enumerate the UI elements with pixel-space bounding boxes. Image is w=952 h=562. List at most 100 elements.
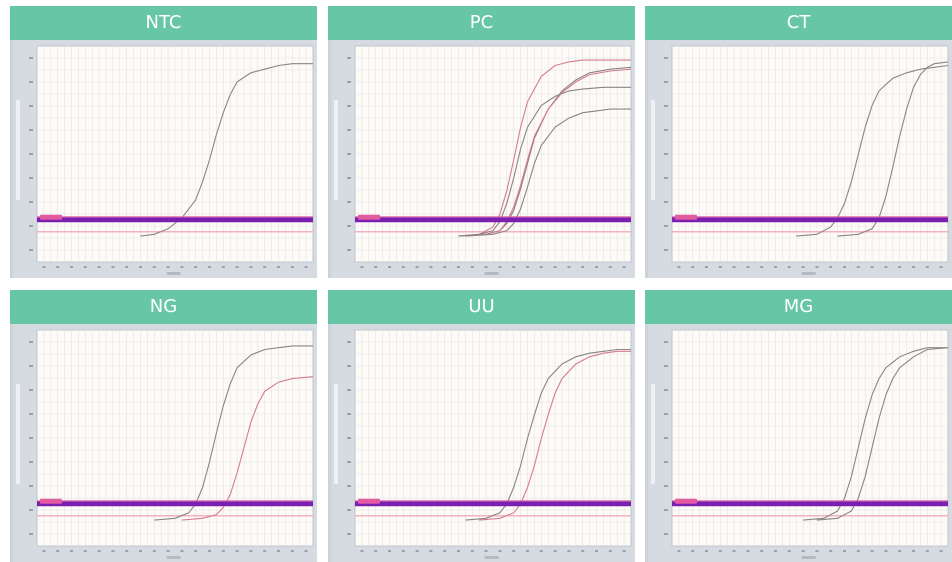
y-tick-mark <box>347 341 351 343</box>
y-tick-mark <box>29 129 33 131</box>
x-tick-mark <box>111 266 115 268</box>
y-tick-mark <box>664 153 668 155</box>
x-tick-mark <box>526 550 529 552</box>
x-tick-mark <box>290 550 294 552</box>
x-tick-mark <box>898 266 902 268</box>
y-tick-mark <box>29 153 33 155</box>
x-tick-mark <box>152 266 156 268</box>
y-tick-mark <box>29 57 33 59</box>
x-tick-mark <box>374 266 378 268</box>
y-tick-mark <box>29 177 33 179</box>
x-tick-mark <box>415 266 419 268</box>
amplification-curve <box>796 64 949 237</box>
panel-title: NTC <box>10 6 317 40</box>
x-tick-mark <box>277 550 280 552</box>
x-tick-mark <box>249 550 253 552</box>
x-tick-mark <box>125 550 129 552</box>
amplification-plot <box>648 324 952 562</box>
x-tick-mark <box>856 266 860 268</box>
x-tick-mark <box>221 266 225 268</box>
y-tick-mark <box>664 341 668 343</box>
y-scroll-handle <box>16 384 20 484</box>
x-tick-mark <box>56 550 60 552</box>
threshold-marker <box>358 498 380 504</box>
x-tick-mark <box>443 266 447 268</box>
x-tick-mark <box>388 550 391 552</box>
y-tick-mark <box>29 389 33 391</box>
y-tick-mark <box>29 341 33 343</box>
x-tick-mark <box>815 550 819 552</box>
y-tick-mark <box>347 129 351 131</box>
amplification-plot <box>331 324 635 562</box>
y-tick-mark <box>347 365 351 367</box>
y-tick-mark <box>664 129 668 131</box>
x-tick-mark <box>691 266 695 268</box>
y-tick-mark <box>664 533 668 535</box>
x-tick-mark <box>595 266 598 268</box>
y-tick-mark <box>664 105 668 107</box>
y-tick-mark <box>664 81 668 83</box>
threshold-marker <box>358 214 380 220</box>
x-tick-mark <box>304 266 308 268</box>
x-tick-mark <box>622 266 626 268</box>
y-tick-mark <box>29 201 33 203</box>
y-tick-mark <box>29 533 33 535</box>
y-tick-mark <box>664 225 668 227</box>
x-tick-mark <box>139 266 142 268</box>
threshold-marker <box>40 498 62 504</box>
x-tick-mark <box>884 550 888 552</box>
y-tick-mark <box>664 485 668 487</box>
x-tick-mark <box>56 266 60 268</box>
x-tick-mark <box>801 550 805 552</box>
x-tick-mark <box>553 550 557 552</box>
y-tick-mark <box>29 225 33 227</box>
x-tick-mark <box>83 550 87 552</box>
threshold-edge <box>37 500 313 502</box>
x-tick-mark <box>484 550 488 552</box>
x-tick-mark <box>374 550 378 552</box>
y-tick-mark <box>347 57 351 59</box>
y-tick-mark <box>347 389 351 391</box>
threshold-marker <box>40 214 62 220</box>
threshold-line <box>37 501 313 507</box>
x-tick-mark <box>70 266 73 268</box>
x-tick-mark <box>608 550 612 552</box>
x-tick-mark <box>249 266 253 268</box>
panel-ntc: NTC <box>10 6 317 278</box>
y-tick-mark <box>347 461 351 463</box>
x-tick-mark <box>111 550 115 552</box>
x-tick-mark <box>526 266 529 268</box>
x-axis-title-mark <box>484 556 499 559</box>
amplification-plot <box>13 40 317 278</box>
x-tick-mark <box>180 266 184 268</box>
x-axis-title-mark <box>166 272 181 275</box>
x-tick-mark <box>83 266 87 268</box>
x-tick-mark <box>898 550 902 552</box>
y-tick-mark <box>347 509 351 511</box>
x-tick-mark <box>457 550 460 552</box>
x-tick-mark <box>732 266 736 268</box>
y-tick-mark <box>29 437 33 439</box>
y-tick-mark <box>347 105 351 107</box>
amplification-curve <box>458 86 631 237</box>
y-tick-mark <box>347 201 351 203</box>
x-tick-mark <box>622 550 626 552</box>
y-tick-mark <box>29 105 33 107</box>
x-tick-mark <box>677 266 681 268</box>
y-scroll-handle <box>334 384 338 484</box>
amplification-curve <box>465 108 631 237</box>
x-axis-title-mark <box>801 272 816 275</box>
x-tick-mark <box>581 266 585 268</box>
y-tick-mark <box>29 249 33 251</box>
x-tick-mark <box>166 266 170 268</box>
x-tick-mark <box>539 266 543 268</box>
x-tick-mark <box>746 550 750 552</box>
x-tick-mark <box>208 266 211 268</box>
x-tick-mark <box>498 550 502 552</box>
x-tick-mark <box>939 550 943 552</box>
y-tick-mark <box>664 413 668 415</box>
x-tick-mark <box>152 550 156 552</box>
x-tick-mark <box>512 550 516 552</box>
panel-ng: NG <box>10 290 317 562</box>
x-tick-mark <box>608 266 612 268</box>
